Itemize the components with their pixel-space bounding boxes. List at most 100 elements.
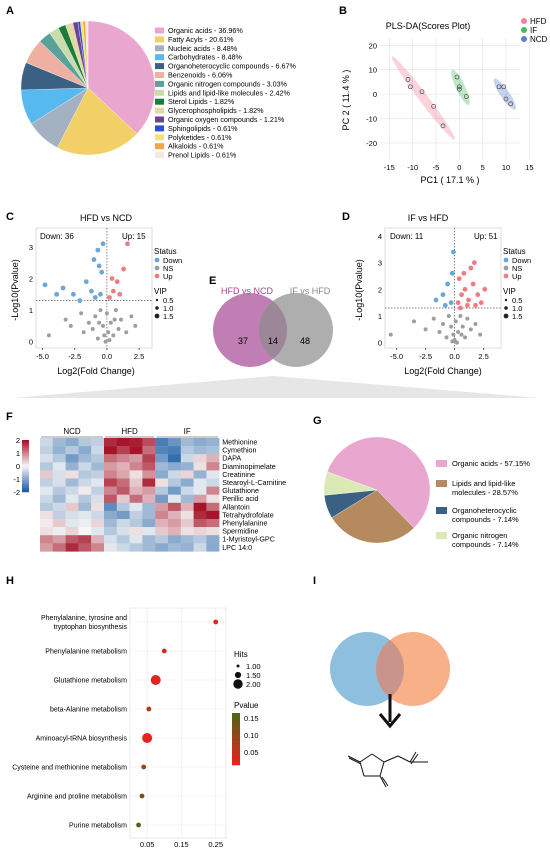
d-ns-11: [456, 330, 461, 334]
b-point-2-0: [496, 84, 502, 90]
heat-cell-8-5: [104, 502, 117, 512]
g-legend-label-2: Organoheterocyclic: [452, 506, 517, 515]
scale-step-24: [22, 488, 29, 491]
b-ytick-1: 10: [369, 66, 377, 75]
d-down-5: [442, 302, 448, 308]
d-ns-18: [478, 332, 483, 337]
heat-cell-5-0: [40, 478, 53, 487]
d-ytick-4: 4: [378, 232, 382, 241]
heat-cell-1-13: [206, 446, 220, 455]
c-down-5: [83, 279, 89, 285]
c-ytick-2: 2: [29, 275, 33, 284]
heat-cell-2-3: [78, 454, 92, 463]
panel-label-h: H: [6, 575, 14, 587]
scale-step-2: [22, 444, 29, 447]
heat-cell-9-5: [104, 510, 117, 520]
heat-cell-12-2: [65, 535, 79, 544]
c-up-6: [117, 291, 123, 297]
b-point-1-1: [456, 84, 462, 90]
venn-e-right-label: IF vs HFD: [290, 286, 331, 296]
scale-step-8: [22, 456, 29, 459]
panel-label-d: D: [342, 211, 350, 223]
d-up-13: [482, 286, 488, 292]
heat-cell-5-12: [193, 478, 207, 487]
c-ns-12: [104, 311, 109, 316]
h-p-step-13: [232, 746, 240, 750]
d-up-11: [464, 302, 470, 308]
heat-cell-13-9: [155, 543, 169, 552]
scale-step-12: [22, 464, 29, 467]
c-ns-15: [111, 333, 116, 338]
heat-cell-11-6: [116, 527, 130, 536]
c-ns-24: [97, 320, 102, 325]
h-category-3: beta-Alanine metabolism: [50, 707, 127, 714]
legend-a-label-2: Nucleic acids - 8.48%: [168, 44, 238, 53]
heat-cell-10-11: [180, 519, 194, 528]
b-xtick-6: 15: [525, 163, 533, 172]
legend-a-label-13: Alkaloids - 0.61%: [168, 142, 224, 151]
heat-cell-1-6: [116, 446, 130, 455]
scale-tick-2: 0: [16, 462, 20, 471]
scale-step-16: [22, 472, 29, 475]
h-p-step-4: [232, 723, 240, 727]
heat-cell-3-1: [52, 462, 66, 471]
c-xtick-0: -5.0: [36, 352, 49, 361]
h-hits-dot-1: [234, 671, 242, 679]
b-title: PLS-DA(Scores Plot): [386, 21, 471, 31]
d-ytick-0: 0: [378, 339, 382, 348]
heat-cell-3-2: [65, 462, 79, 471]
c-down-1: [54, 291, 60, 297]
panel-label-i: I: [313, 575, 316, 587]
b-point-1-2: [456, 86, 462, 92]
heat-cell-5-5: [104, 478, 117, 487]
b-xtick-0: -15: [384, 163, 395, 172]
b-point-2-3: [508, 101, 514, 107]
d-legend-title: Status: [503, 247, 526, 256]
h-p-step-8: [232, 733, 240, 737]
venn-e-right-only: 48: [300, 336, 310, 346]
b-legend-dot-0: [521, 18, 527, 24]
heat-cell-10-12: [193, 519, 207, 528]
zoom-wedge: [12, 376, 540, 398]
heat-cell-2-7: [129, 454, 143, 463]
scale-step-19: [22, 478, 29, 481]
b-point-1-3: [463, 94, 469, 99]
legend-a-swatch-6: [155, 80, 164, 87]
c-legend-label-1: NS: [163, 264, 173, 273]
c-ns-19: [124, 330, 129, 335]
heat-cell-12-10: [168, 535, 181, 544]
legend-a-label-10: Organic oxygen compounds - 1.21%: [168, 115, 285, 124]
d-up: Up: 51: [474, 232, 498, 241]
scale-step-21: [22, 482, 29, 485]
heat-cell-2-13: [206, 454, 220, 463]
h-xtick-2: 0.25: [208, 840, 223, 849]
legend-a-swatch-10: [155, 116, 164, 123]
scale-step-6: [22, 452, 29, 455]
legend-a-label-0: Organic acids - 36.96%: [168, 26, 243, 35]
heat-row-label-4: Creatinine: [222, 470, 255, 479]
heat-cell-5-3: [78, 478, 92, 487]
b-xtick-2: -5: [433, 163, 440, 172]
heat-cell-7-10: [168, 494, 181, 503]
c-legend-label-0: Down: [163, 256, 182, 265]
scale-step-4: [22, 448, 29, 451]
d-ns-5: [441, 322, 445, 326]
legend-a-label-8: Sterol Lipids - 1.82%: [168, 97, 235, 106]
heat-cell-0-5: [104, 438, 117, 447]
h-category-4: Aminoacyl-tRNA biosynthesis: [36, 736, 128, 743]
heat-cell-0-10: [168, 438, 181, 447]
d-legend-label-0: Down: [512, 256, 531, 265]
d-down-1: [440, 292, 446, 298]
d-up-12: [458, 305, 463, 311]
heat-cell-11-8: [142, 527, 156, 536]
arrow-head: [378, 713, 402, 729]
pie-a-slice-14: [85, 20, 89, 89]
heat-cell-13-1: [52, 543, 66, 552]
scale-step-11: [22, 462, 29, 465]
panel-label-a: A: [6, 5, 14, 17]
h-point-2: [150, 675, 161, 685]
h-p-tick-0: 0.15: [244, 714, 259, 723]
heat-cell-3-0: [40, 462, 53, 471]
heat-cell-4-3: [78, 470, 92, 479]
